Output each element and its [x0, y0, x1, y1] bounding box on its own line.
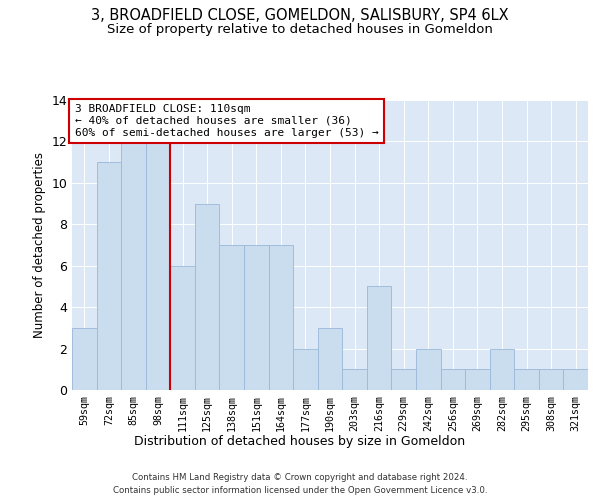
Bar: [170, 266, 195, 390]
Text: Contains public sector information licensed under the Open Government Licence v3: Contains public sector information licen…: [113, 486, 487, 495]
Bar: [539, 370, 563, 390]
Bar: [97, 162, 121, 390]
Bar: [293, 348, 318, 390]
Text: 3, BROADFIELD CLOSE, GOMELDON, SALISBURY, SP4 6LX: 3, BROADFIELD CLOSE, GOMELDON, SALISBURY…: [91, 8, 509, 22]
Text: Distribution of detached houses by size in Gomeldon: Distribution of detached houses by size …: [134, 435, 466, 448]
Text: 3 BROADFIELD CLOSE: 110sqm
← 40% of detached houses are smaller (36)
60% of semi: 3 BROADFIELD CLOSE: 110sqm ← 40% of deta…: [74, 104, 379, 138]
Bar: [367, 286, 391, 390]
Bar: [195, 204, 220, 390]
Bar: [440, 370, 465, 390]
Bar: [490, 348, 514, 390]
Bar: [146, 142, 170, 390]
Bar: [342, 370, 367, 390]
Bar: [318, 328, 342, 390]
Bar: [121, 142, 146, 390]
Bar: [72, 328, 97, 390]
Bar: [269, 245, 293, 390]
Y-axis label: Number of detached properties: Number of detached properties: [33, 152, 46, 338]
Bar: [514, 370, 539, 390]
Text: Contains HM Land Registry data © Crown copyright and database right 2024.: Contains HM Land Registry data © Crown c…: [132, 472, 468, 482]
Bar: [563, 370, 588, 390]
Bar: [220, 245, 244, 390]
Text: Size of property relative to detached houses in Gomeldon: Size of property relative to detached ho…: [107, 22, 493, 36]
Bar: [416, 348, 440, 390]
Bar: [391, 370, 416, 390]
Bar: [465, 370, 490, 390]
Bar: [244, 245, 269, 390]
